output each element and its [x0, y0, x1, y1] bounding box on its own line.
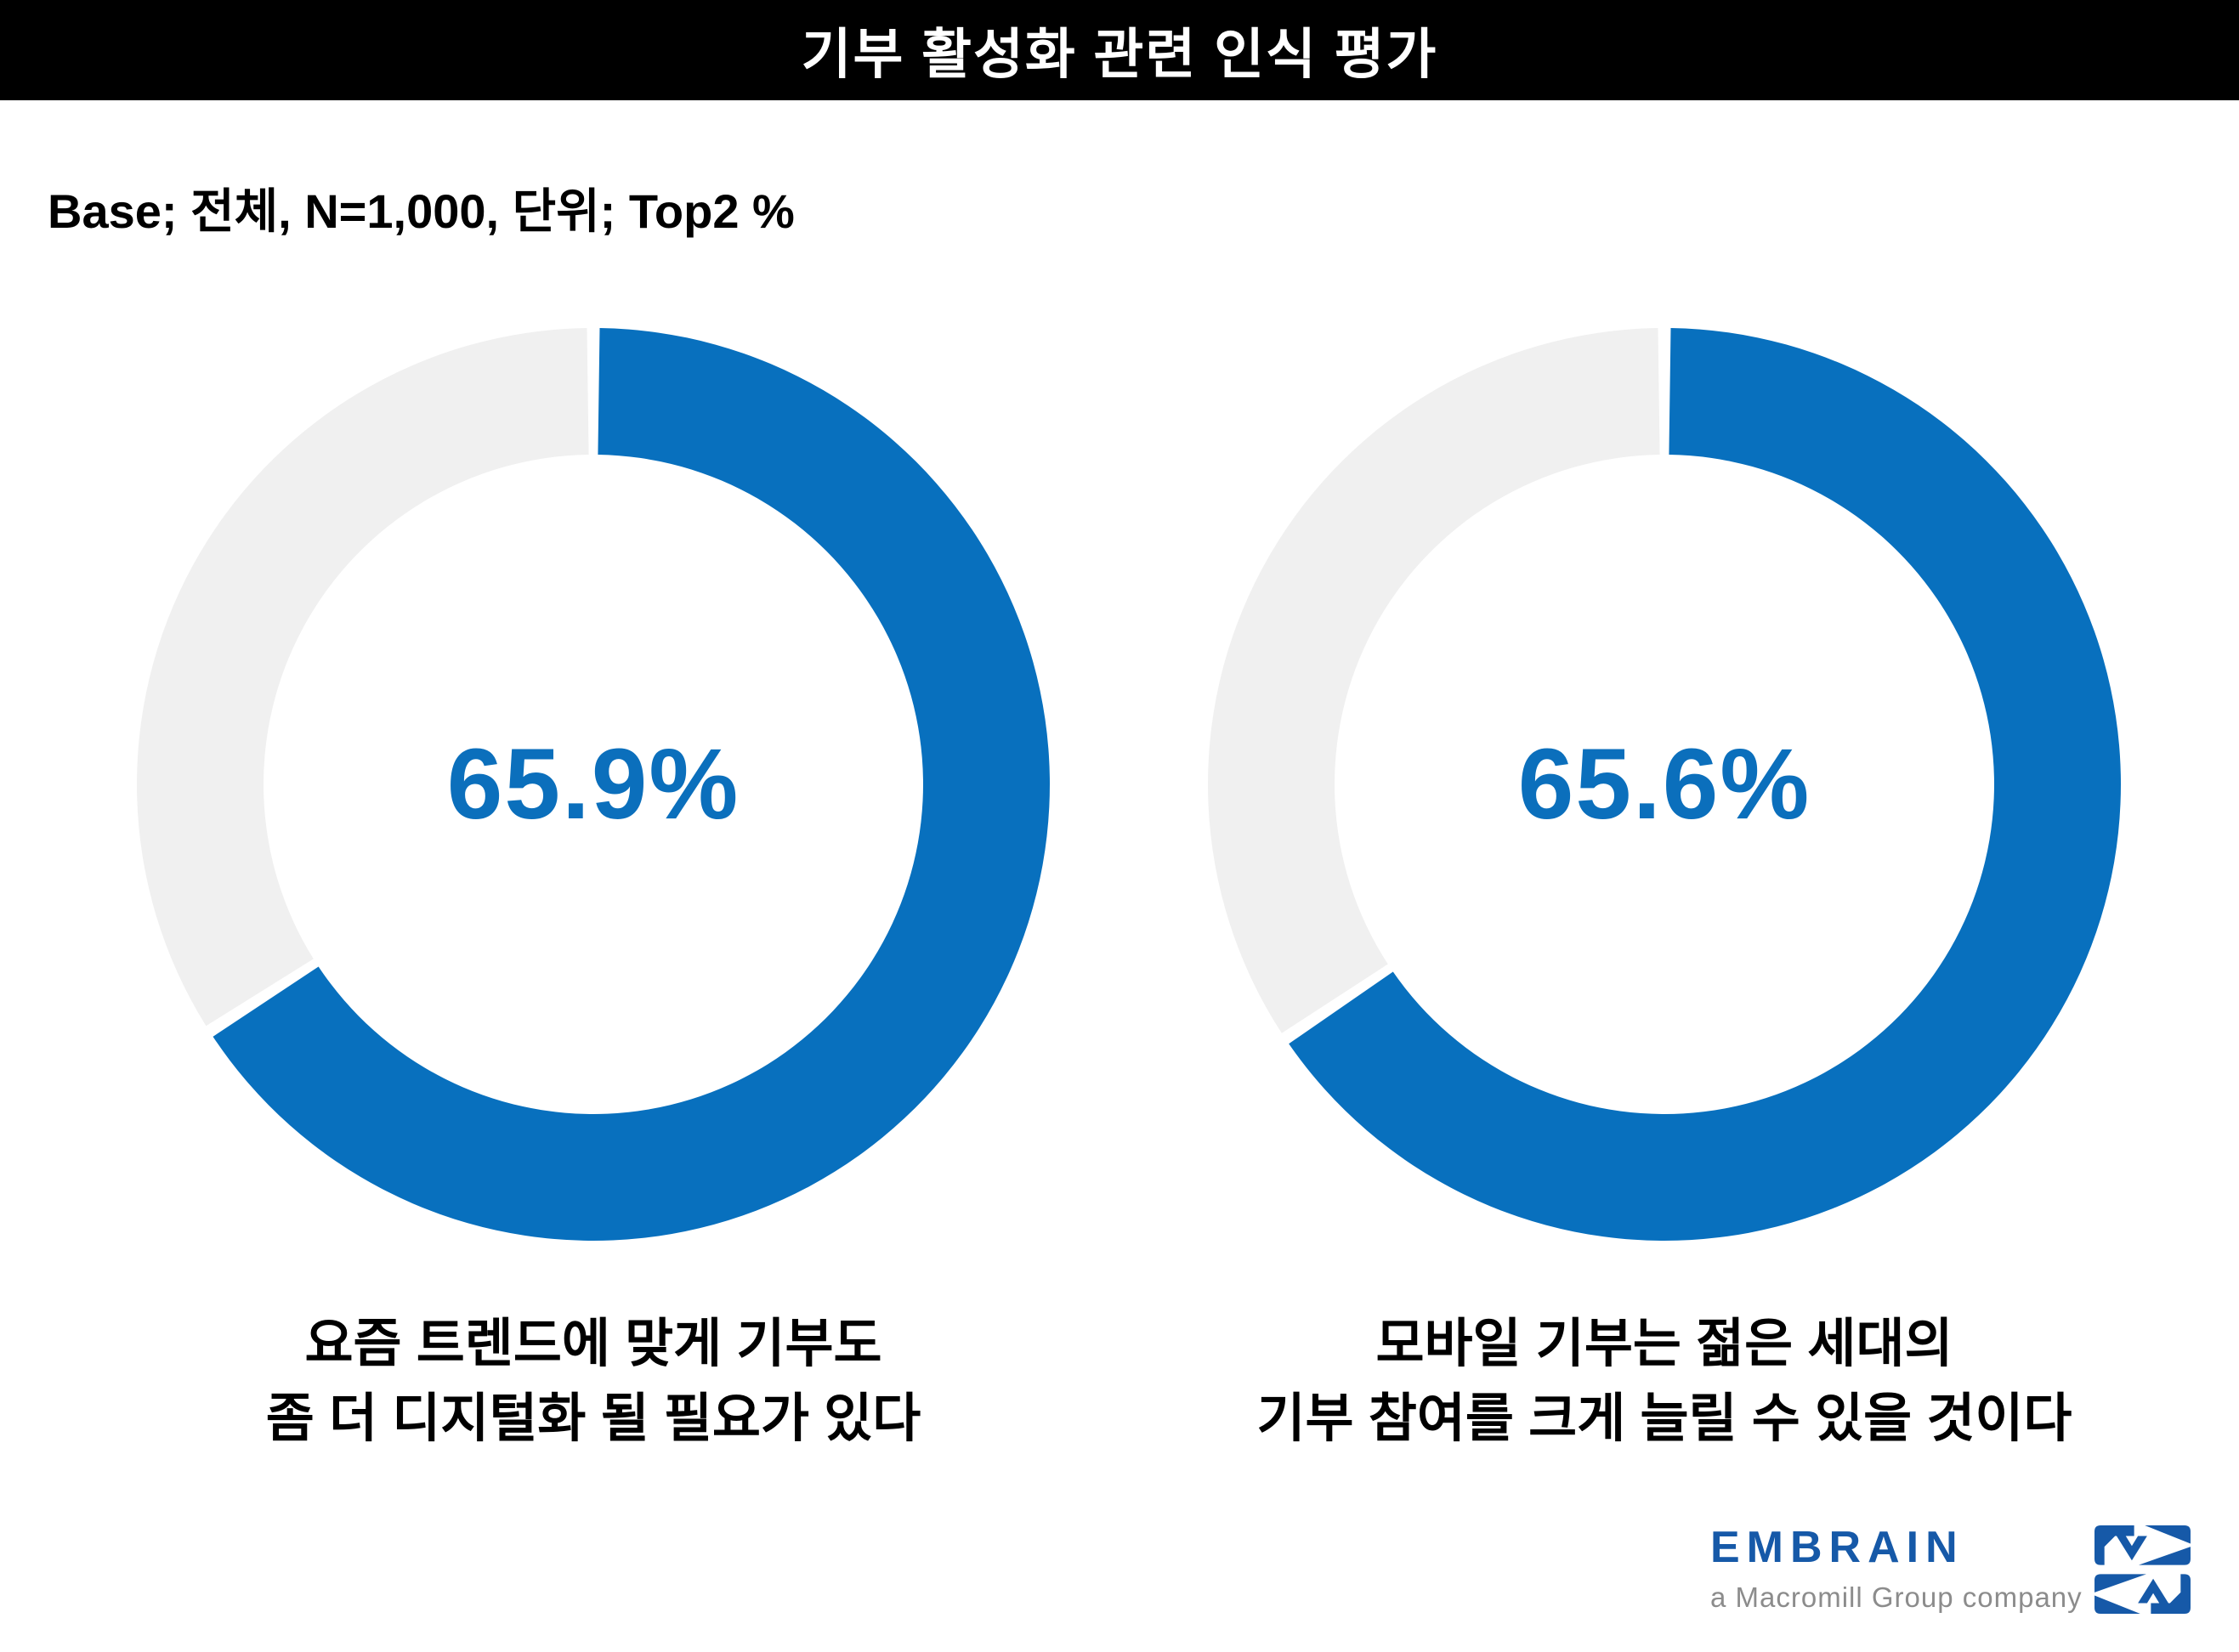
embrain-logo: EMBRAIN a Macromill Group company: [1710, 1525, 2191, 1636]
donut-value-arc: [1289, 328, 2121, 1241]
macromill-mark-icon: [2094, 1525, 2191, 1614]
title-bar: 기부 활성화 관련 인식 평가: [0, 0, 2239, 100]
donut-ring-svg: [1207, 328, 2121, 1241]
donut-caption-mobile-giving: 모바일 기부는 젊은 세대의 기부 참여를 크게 늘릴 수 있을 것이다: [1103, 1307, 2225, 1457]
donut-remainder-arc: [136, 328, 589, 1027]
caption-line: 모바일 기부는 젊은 세대의: [1375, 1315, 1953, 1373]
donut-value-label: 65.6%: [1517, 728, 1811, 840]
donut-remainder-arc: [1207, 328, 1660, 1033]
macromill-tagline: a Macromill Group company: [1710, 1581, 2083, 1613]
donut-ring-svg: [136, 328, 1050, 1241]
embrain-wordmark: EMBRAIN: [1710, 1523, 1964, 1572]
donut-chart-digitalization: 65.9%: [134, 325, 1052, 1243]
base-note: Base; 전체, N=1,000, 단위; Top2 %: [48, 184, 795, 238]
caption-line: 좀 더 디지털화 될 필요가 있다: [265, 1389, 921, 1449]
donut-value-label: 65.9%: [446, 728, 740, 840]
donut-chart-mobile-giving: 65.6%: [1205, 325, 2123, 1243]
caption-line: 기부 참여를 크게 늘릴 수 있을 것이다: [1256, 1389, 2072, 1449]
page-title: 기부 활성화 관련 인식 평가: [801, 24, 1438, 85]
donut-caption-digitalization: 요즘 트렌드에 맞게 기부도 좀 더 디지털화 될 필요가 있다: [32, 1307, 1154, 1457]
caption-line: 요즘 트렌드에 맞게 기부도: [304, 1315, 882, 1373]
donut-value-arc: [213, 328, 1050, 1241]
